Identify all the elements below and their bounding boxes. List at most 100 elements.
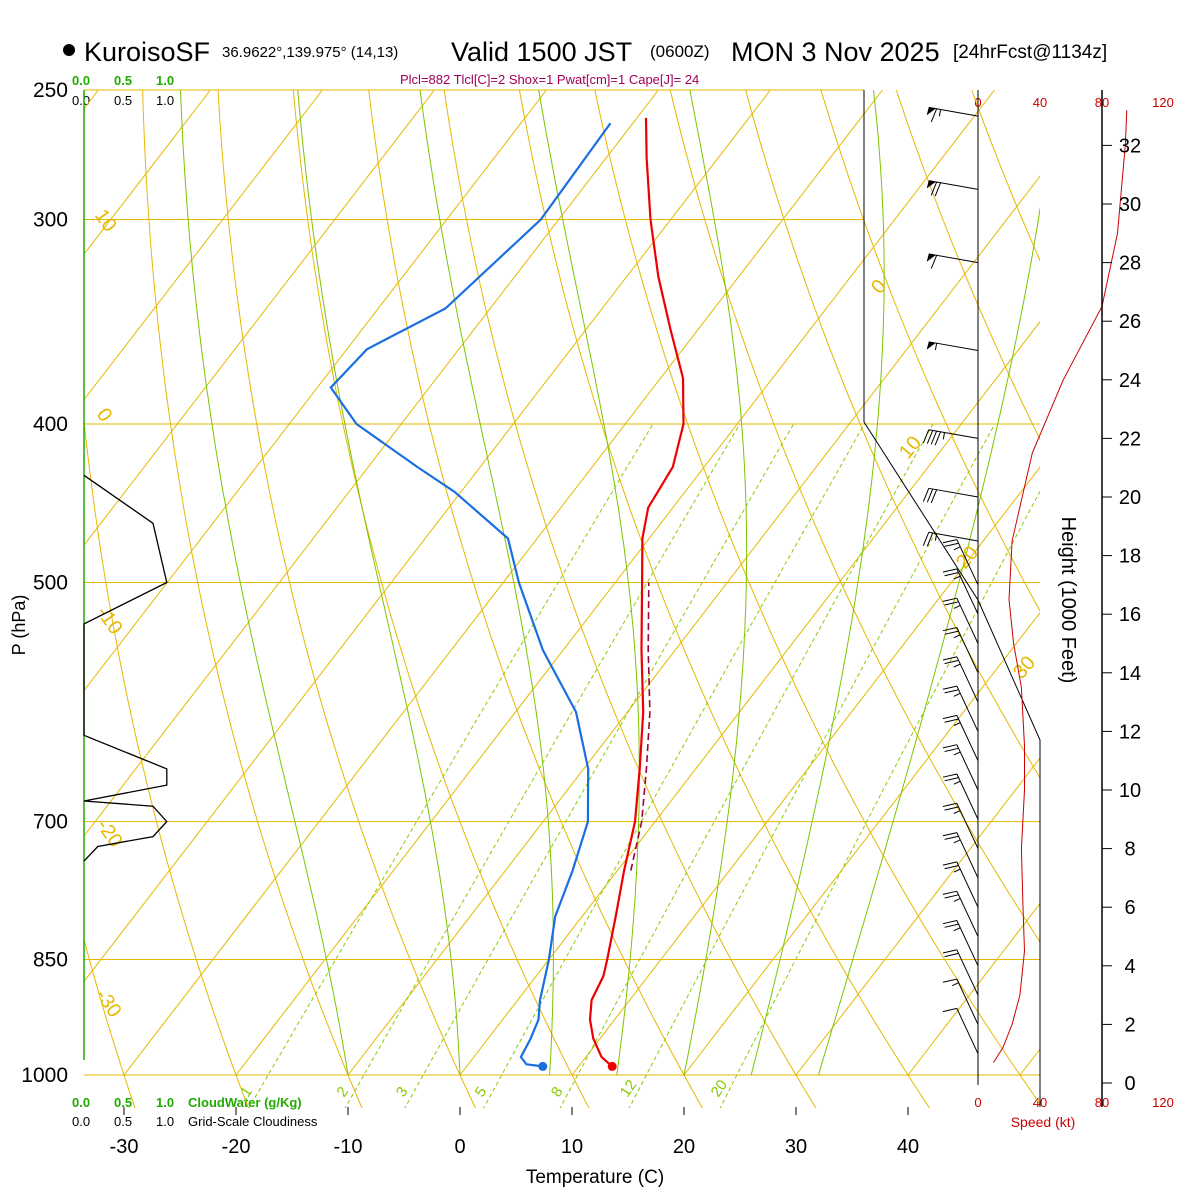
wind-barb-feather: [942, 773, 957, 778]
wind-barb-feather: [922, 488, 930, 502]
height-tick-label: 4: [1124, 956, 1135, 978]
pressure-tick-label: 500: [33, 572, 68, 595]
dry-adiabat-line: [518, 89, 930, 1108]
cloudiness-tick-bottom: 0.0: [72, 1114, 90, 1129]
dry-adiabat-line: [971, 89, 1040, 262]
dry-adiabat-label: 10: [90, 205, 121, 236]
cloudiness-tick-bottom: 1.0: [156, 1114, 174, 1129]
wind-barb-feather: [930, 181, 938, 196]
wind-barb: [926, 341, 979, 351]
height-tick-label: 26: [1119, 311, 1141, 333]
cloudiness-tick-top: 1.0: [156, 93, 174, 108]
temperature-line: [588, 117, 685, 1068]
height-tick-label: 14: [1119, 663, 1141, 685]
wind-barb-feather: [944, 865, 959, 870]
wind-barb-half-feather: [942, 432, 946, 440]
moist-adiabat-line: [297, 89, 461, 1076]
wind-barb-half-feather: [953, 810, 961, 814]
wind-barb-feather: [942, 978, 957, 983]
wind-barb-staff: [956, 715, 979, 761]
wind-barb-half-feather: [953, 634, 961, 639]
wind-barb: [942, 744, 979, 791]
dry-adiabat-line: [820, 89, 1040, 612]
mixing-ratio-line: [719, 490, 1040, 1108]
wind-barb: [942, 626, 979, 674]
wind-barb-feather: [930, 489, 938, 504]
height-axis-label: Height (1000 Feet): [1057, 517, 1079, 684]
wind-barb-feather: [926, 488, 934, 503]
height-tick-label: 2: [1124, 1014, 1135, 1036]
pressure-tick-label: 400: [33, 413, 68, 436]
wind-barb-staff: [928, 429, 979, 439]
mixing-ratio-label: 2: [333, 1084, 352, 1101]
wind-barb-half-feather: [934, 533, 938, 541]
wind-barb-feather: [944, 689, 959, 694]
dry-adiabat-line: [745, 89, 1040, 779]
wind-barb-half-feather: [953, 575, 961, 580]
wind-barb-feather: [944, 659, 959, 665]
wind-barb-feather: [942, 539, 957, 544]
wind-barb-feather: [934, 431, 942, 446]
mixing-ratio-label: 12: [617, 1077, 640, 1100]
wind-barb-feather: [944, 747, 959, 752]
height-tick-label: 20: [1119, 487, 1141, 509]
chart-header: KuroisoSF 36.9622°,139.975° (14,13) Vali…: [63, 37, 1107, 87]
wind-barb: [942, 597, 979, 644]
cloudwater-tick-top: 0.0: [72, 73, 90, 88]
dry-adiabat-line: [292, 89, 590, 1108]
wind-barb-half-feather: [953, 692, 961, 697]
wind-barb-feather: [944, 630, 959, 635]
wind-barb-feather: [944, 777, 959, 782]
wind-barb-feather: [942, 714, 957, 720]
isotherm-line: [795, 757, 1040, 1076]
moist-adiabat-line: [180, 89, 349, 1076]
isotherm-line: [1019, 1048, 1040, 1076]
cloudwater-tick-bottom: 0.5: [114, 1095, 132, 1110]
plot-frame: [83, 90, 1041, 1107]
mixing-ratio-line: [344, 423, 741, 1108]
isotherm-line: [347, 175, 1040, 1076]
wind-barb-half-feather: [953, 839, 961, 844]
isotherm-line: [84, 89, 323, 401]
isotherm-line: [459, 320, 1040, 1076]
wind-barb-staff: [928, 180, 979, 190]
pressure-tick-label: 700: [33, 811, 68, 834]
wind-barb-staff: [956, 978, 979, 1025]
x-tick-label: -30: [110, 1136, 139, 1158]
wind-barb-half-feather: [953, 927, 961, 932]
height-tick-label: 24: [1119, 370, 1141, 392]
wind-barb: [942, 890, 979, 937]
dry-adiabat-label: -20: [92, 815, 127, 851]
height-tick-label: 10: [1119, 780, 1141, 802]
height-tick-label: 12: [1119, 721, 1141, 743]
surface-temperature-dot: [607, 1061, 617, 1071]
isotherm-line: [235, 89, 995, 1076]
moist-adiabat-line: [538, 89, 640, 1076]
top-scales: 0.0 0.5 1.0 0.0 0.5 1.0 0.0 0.5 1.0 Clou…: [72, 73, 1174, 1130]
wind-barb-staff: [928, 341, 979, 351]
isotherm-line: [571, 466, 1040, 1076]
dry-adiabat-line: [443, 89, 817, 1108]
cloudwater-tick-top: 0.5: [114, 73, 132, 88]
wind-barb-staff: [956, 803, 979, 849]
wind-barb: [922, 531, 979, 547]
pressure-tick-label: 850: [33, 949, 68, 972]
wind-barb-feather: [942, 597, 957, 602]
wind-barb: [942, 685, 979, 732]
wind-barb-feather: [930, 108, 938, 123]
height-tick-label: 18: [1119, 546, 1141, 568]
wind-barb-staff: [956, 568, 979, 615]
wind-barb-feather: [934, 182, 942, 197]
dry-adiabat-label: 0: [92, 404, 116, 426]
wind-barb-staff: [956, 744, 979, 791]
pressure-tick-label: 1000: [21, 1064, 68, 1087]
mixing-ratio-line: [248, 423, 654, 1108]
station-dot-icon: [63, 44, 75, 56]
dry-adiabat-line: [84, 416, 249, 1108]
height-tick-label: 32: [1119, 135, 1141, 157]
height-tick-label: 0: [1124, 1073, 1135, 1095]
x-tick-label: 10: [561, 1136, 583, 1158]
wind-barb-feather: [944, 572, 959, 577]
wind-barb-feather: [942, 626, 957, 632]
wind-barb-feather: [944, 952, 959, 958]
